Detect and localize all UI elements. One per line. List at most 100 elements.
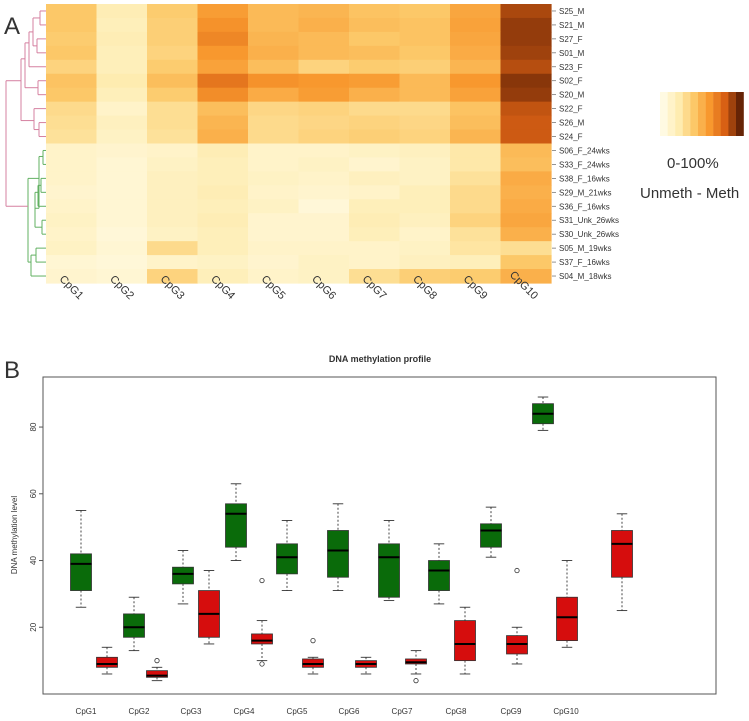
- heatmap-cell: [96, 199, 148, 214]
- box-body: [378, 543, 400, 598]
- legend-swatch: [713, 92, 721, 136]
- heatmap-cell: [46, 73, 98, 89]
- heatmap-cell: [349, 269, 401, 284]
- heatmap-cell: [500, 17, 552, 33]
- row-label: S05_M_19wks: [559, 244, 611, 253]
- heatmap-cell: [298, 227, 350, 242]
- heatmap-cell: [46, 269, 98, 284]
- heatmap-cell: [298, 269, 350, 284]
- legend-swatch: [660, 92, 668, 136]
- heatmap-cell: [197, 143, 249, 159]
- heatmap-cell: [500, 31, 552, 47]
- heatmap-cell: [349, 227, 401, 242]
- box-body: [276, 543, 298, 575]
- row-label: S36_F_16wks: [559, 202, 610, 211]
- heatmap-cell: [147, 213, 199, 228]
- heatmap-cell: [96, 17, 148, 33]
- box-body: [146, 670, 168, 678]
- heatmap-cell: [450, 4, 502, 19]
- heatmap-cell: [349, 87, 401, 103]
- legend-swatch: [667, 92, 676, 136]
- heatmap-cell: [147, 157, 199, 172]
- box: [327, 503, 349, 592]
- heatmap-cell: [399, 213, 451, 228]
- box: [225, 483, 247, 561]
- heatmap-cell: [500, 101, 552, 117]
- heatmap-cell: [248, 31, 300, 47]
- heatmap-cell: [500, 185, 552, 200]
- row-label: S27_F: [559, 35, 583, 44]
- heatmap-cell: [46, 255, 98, 270]
- heatmap-cell: [96, 255, 148, 270]
- row-label: S21_M: [559, 21, 585, 30]
- heatmap-cell: [399, 31, 451, 47]
- x-tick-label: CpG2: [129, 707, 150, 716]
- heatmap-cell: [46, 31, 98, 47]
- box-body: [251, 633, 273, 645]
- heatmap-cell: [298, 255, 350, 270]
- heatmap-cell: [147, 17, 199, 33]
- legend-swatch: [720, 92, 729, 136]
- heatmap-cell: [450, 87, 502, 103]
- row-label: S38_F_16wks: [559, 174, 610, 183]
- row-label: S37_F_16wks: [559, 258, 610, 267]
- heatmap-cell: [96, 157, 148, 172]
- heatmap-cell: [248, 199, 300, 214]
- boxplot-title: DNA methylation profile: [329, 354, 431, 364]
- outlier-point: [259, 577, 265, 584]
- heatmap-cell: [96, 185, 148, 200]
- outlier-point: [154, 658, 160, 664]
- heatmap-cell: [298, 73, 350, 89]
- heatmap-cell: [500, 73, 552, 89]
- row-label: S29_M_21wks: [559, 188, 611, 197]
- heatmap-cell: [248, 171, 300, 186]
- heatmap-cell: [500, 59, 552, 75]
- box-body: [327, 530, 349, 578]
- heatmap-cell: [46, 171, 98, 186]
- heatmap-cell: [450, 101, 502, 117]
- heatmap-cell: [500, 241, 552, 256]
- heatmap-cell: [298, 101, 350, 117]
- heatmap-row-labels: S25_M S21_M S27_F S01_M S23_F S02_F S20_M S22_F…: [552, 7, 619, 281]
- heatmap-cell: [450, 171, 502, 186]
- heatmap-cell: [399, 185, 451, 200]
- outlier-point: [310, 638, 316, 644]
- heatmap-cell: [500, 129, 552, 145]
- heatmap-cell: [500, 157, 552, 172]
- box: [378, 520, 400, 602]
- x-tick-label: CpG6: [339, 707, 360, 716]
- heatmap-cell: [450, 269, 502, 284]
- heatmap-cell: [450, 185, 502, 200]
- x-tick-label: CpG8: [446, 707, 467, 716]
- heatmap-cell: [197, 185, 249, 200]
- heatmap-cell: [197, 129, 249, 145]
- box-body: [225, 503, 247, 548]
- heatmap-cell: [349, 59, 401, 75]
- heatmap-cell: [298, 17, 350, 33]
- legend-axis-label: Unmeth - Meth: [640, 185, 739, 202]
- box: [611, 513, 633, 612]
- heatmap-cell: [96, 45, 148, 61]
- heatmap-cell: [349, 17, 401, 33]
- heatmap-cell: [349, 157, 401, 172]
- heatmap-cell: [46, 59, 98, 75]
- heatmap-cell: [399, 143, 451, 159]
- boxplot-frame: [42, 376, 717, 695]
- heatmap-cell: [298, 59, 350, 75]
- heatmap-cell: [349, 241, 401, 256]
- heatmap-cell: [298, 4, 350, 19]
- heatmap-cell: [46, 199, 98, 214]
- heatmap-cell: [147, 199, 199, 214]
- legend-swatch: [698, 92, 706, 136]
- heatmap-cell: [349, 171, 401, 186]
- heatmap-cell: [46, 157, 98, 172]
- box: [454, 606, 476, 675]
- outlier-point: [413, 678, 419, 684]
- heatmap-cell: [46, 115, 98, 131]
- heatmap-cell: [349, 255, 401, 270]
- heatmap-cell: [96, 143, 148, 159]
- heatmap-cell: [500, 115, 552, 131]
- heatmap-cell: [450, 213, 502, 228]
- row-label: S02_F: [559, 77, 583, 86]
- heatmap-cell: [197, 255, 249, 270]
